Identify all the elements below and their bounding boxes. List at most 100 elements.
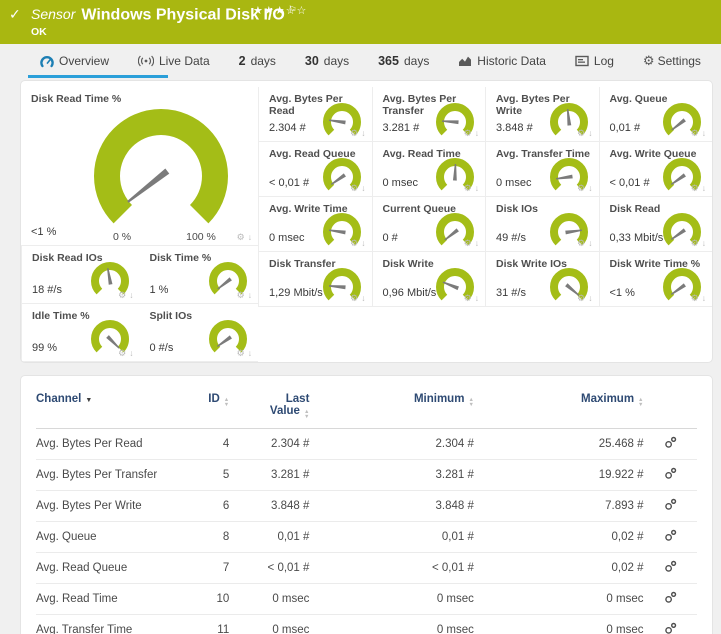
channel-settings-icon[interactable]: ⚙	[350, 184, 358, 193]
gauge-tile[interactable]: Disk Read 0,33 Mbit/s ⚙ ↓	[599, 197, 713, 252]
gauge-tile[interactable]: Avg. Bytes Per Write 3.848 # ⚙ ↓	[485, 87, 599, 142]
gauge-tile[interactable]: Disk IOs 49 #/s ⚙ ↓	[485, 197, 599, 252]
pin-to-graph-icon[interactable]: ↓	[361, 294, 365, 303]
channel-settings-icon[interactable]: ⚙	[350, 294, 358, 303]
channel-settings-icon[interactable]: ⚙	[118, 291, 126, 300]
tab-30-days[interactable]: 30 days	[305, 45, 349, 77]
tab-live-data[interactable]: Live Data	[138, 45, 210, 77]
cell-channel[interactable]: Avg. Read Queue	[36, 553, 190, 584]
cell-maximum: 7.893 #	[474, 491, 644, 522]
cell-channel[interactable]: Avg. Queue	[36, 522, 190, 553]
channel-settings-icon[interactable]: ⚙	[464, 184, 472, 193]
pin-to-graph-icon[interactable]: ↓	[248, 233, 252, 242]
cell-channel[interactable]: Avg. Transfer Time	[36, 615, 190, 634]
gauge-tile[interactable]: Disk Time % 1 % ⚙ ↓	[140, 246, 259, 304]
channel-settings-icon[interactable]: ⚙	[118, 349, 126, 358]
cell-minimum: < 0,01 #	[309, 553, 473, 584]
gauge-tile[interactable]: Disk Write IOs 31 #/s ⚙ ↓	[485, 252, 599, 307]
gauge-tile[interactable]: Disk Write Time % <1 % ⚙ ↓	[599, 252, 713, 307]
channel-settings-icon[interactable]: ⚙	[464, 129, 472, 138]
channel-settings-icon[interactable]: ⚙	[237, 233, 245, 242]
gauge-tile[interactable]: Disk Read IOs 18 #/s ⚙ ↓	[21, 246, 140, 304]
channel-settings-icon[interactable]	[664, 591, 677, 604]
channel-settings-icon[interactable]	[664, 560, 677, 573]
channel-settings-icon[interactable]	[664, 529, 677, 542]
channel-settings-icon[interactable]: ⚙	[691, 239, 699, 248]
column-header-id[interactable]: ID▲▼	[190, 389, 229, 429]
gauge-tile[interactable]: Disk Write 0,96 Mbit/s ⚙ ↓	[372, 252, 486, 307]
channel-settings-icon[interactable]: ⚙	[577, 184, 585, 193]
gauge-tile[interactable]: Split IOs 0 #/s ⚙ ↓	[140, 304, 259, 362]
tab-365-days[interactable]: 365 days	[378, 45, 429, 77]
tab-log[interactable]: Log	[575, 45, 614, 77]
gauge-tile[interactable]: Avg. Transfer Time 0 msec ⚙ ↓	[485, 142, 599, 197]
pin-to-graph-icon[interactable]: ↓	[475, 184, 479, 193]
tab-overview[interactable]: Overview	[40, 45, 109, 77]
column-header-minimum[interactable]: Minimum▲▼	[309, 389, 473, 429]
pin-to-graph-icon[interactable]: ↓	[702, 239, 706, 248]
gauge-tile[interactable]: Avg. Queue 0,01 # ⚙ ↓	[599, 87, 713, 142]
pin-to-graph-icon[interactable]: ↓	[702, 129, 706, 138]
gauge-tile[interactable]: Current Queue 0 # ⚙ ↓	[372, 197, 486, 252]
pin-to-graph-icon[interactable]: ↓	[588, 239, 592, 248]
channel-settings-icon[interactable]	[664, 436, 677, 449]
pin-to-graph-icon[interactable]: ↓	[248, 291, 252, 300]
gauge-tile[interactable]: Avg. Read Time 0 msec ⚙ ↓	[372, 142, 486, 197]
pin-to-graph-icon[interactable]: ↓	[588, 184, 592, 193]
gauge-value: < 0,01 #	[610, 177, 650, 189]
pin-to-graph-icon[interactable]: ↓	[129, 349, 133, 358]
channel-settings-icon[interactable]: ⚙	[691, 129, 699, 138]
gauge-tile[interactable]: Avg. Write Queue < 0,01 # ⚙ ↓	[599, 142, 713, 197]
channel-settings-icon[interactable]	[664, 498, 677, 511]
column-header-maximum[interactable]: Maximum▲▼	[474, 389, 644, 429]
channel-settings-icon[interactable]: ⚙	[691, 294, 699, 303]
priority-stars[interactable]: ★★★☆☆	[253, 4, 307, 17]
channel-settings-icon[interactable]	[664, 467, 677, 480]
pin-to-graph-icon[interactable]: ↓	[361, 129, 365, 138]
pin-to-graph-icon[interactable]: ↓	[702, 294, 706, 303]
channel-settings-icon[interactable]: ⚙	[577, 294, 585, 303]
gauge-tile[interactable]: Avg. Bytes Per Read 2.304 # ⚙ ↓	[258, 87, 372, 142]
tab-settings[interactable]: ⚙ Settings	[643, 44, 701, 78]
pin-to-graph-icon[interactable]: ↓	[588, 129, 592, 138]
pin-to-graph-icon[interactable]: ↓	[588, 294, 592, 303]
gauge-tile-primary[interactable]: Disk Read Time % 0 % 100 % <1 % ⚙ ↓	[21, 87, 258, 246]
channel-settings-icon[interactable]: ⚙	[350, 239, 358, 248]
cell-last-value: 3.848 #	[229, 491, 309, 522]
pin-to-graph-icon[interactable]: ↓	[475, 239, 479, 248]
channel-settings-icon[interactable]: ⚙	[464, 239, 472, 248]
primary-gauge: 0 % 100 %	[73, 100, 249, 246]
cell-channel[interactable]: Avg. Read Time	[36, 584, 190, 615]
tab-label: Settings	[658, 54, 701, 68]
channel-settings-icon[interactable]	[664, 622, 677, 634]
pin-to-graph-icon[interactable]: ↓	[361, 184, 365, 193]
tab-historic-data[interactable]: Historic Data	[458, 45, 546, 77]
gauge-tile[interactable]: Avg. Bytes Per Transfer 3.281 # ⚙ ↓	[372, 87, 486, 142]
channel-settings-icon[interactable]: ⚙	[464, 294, 472, 303]
channel-settings-icon[interactable]: ⚙	[577, 129, 585, 138]
pin-to-graph-icon[interactable]: ↓	[475, 129, 479, 138]
channel-settings-icon[interactable]: ⚙	[350, 129, 358, 138]
gauge-tile[interactable]: Disk Transfer 1,29 Mbit/s ⚙ ↓	[258, 252, 372, 307]
column-header-last-value[interactable]: Last Value▲▼	[229, 389, 309, 429]
gauge-tile[interactable]: Avg. Write Time 0 msec ⚙ ↓	[258, 197, 372, 252]
gauge-tile[interactable]: Avg. Read Queue < 0,01 # ⚙ ↓	[258, 142, 372, 197]
gauge-tile[interactable]: Idle Time % 99 % ⚙ ↓	[21, 304, 140, 362]
channel-settings-icon[interactable]: ⚙	[577, 239, 585, 248]
tab-2-days[interactable]: 2 days	[239, 45, 276, 77]
pin-to-graph-icon[interactable]: ↓	[248, 349, 252, 358]
channel-settings-icon[interactable]: ⚙	[237, 349, 245, 358]
channel-settings-icon[interactable]: ⚙	[237, 291, 245, 300]
cell-channel[interactable]: Avg. Bytes Per Transfer	[36, 460, 190, 491]
gauge-value: 18 #/s	[32, 284, 62, 296]
channel-settings-icon[interactable]: ⚙	[691, 184, 699, 193]
column-header-channel[interactable]: Channel▼	[36, 389, 190, 429]
pin-to-graph-icon[interactable]: ↓	[129, 291, 133, 300]
cell-last-value: < 0,01 #	[229, 553, 309, 584]
pin-to-graph-icon[interactable]: ↓	[702, 184, 706, 193]
cell-channel[interactable]: Avg. Bytes Per Write	[36, 491, 190, 522]
cell-channel[interactable]: Avg. Bytes Per Read	[36, 429, 190, 460]
pin-to-graph-icon[interactable]: ↓	[475, 294, 479, 303]
pin-to-graph-icon[interactable]: ↓	[361, 239, 365, 248]
column-label: Channel	[36, 393, 81, 405]
